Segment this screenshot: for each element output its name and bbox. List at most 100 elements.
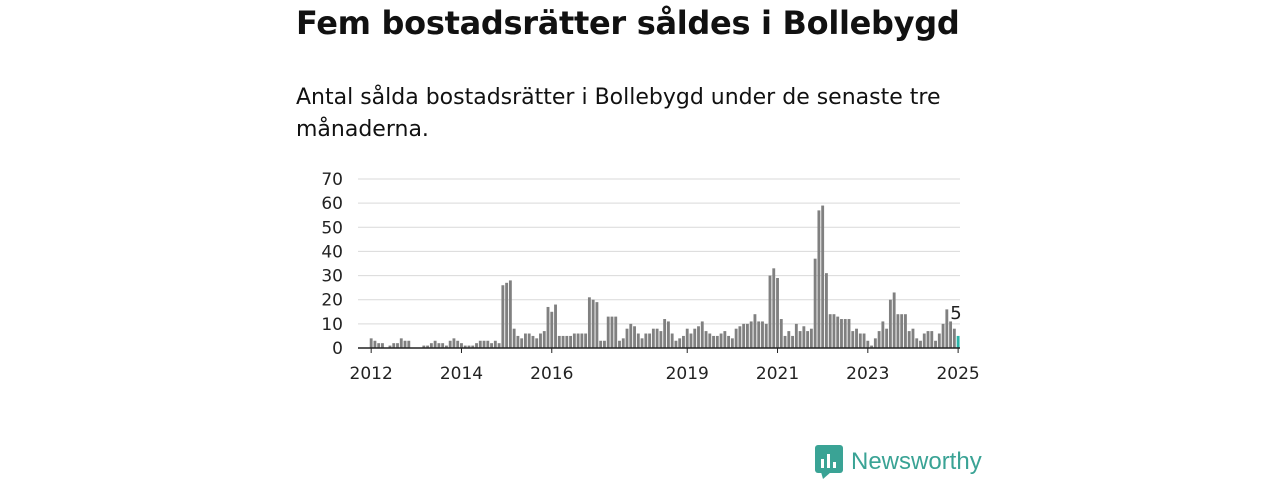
bar (478, 340, 482, 348)
bar (885, 328, 889, 348)
bar (381, 343, 384, 348)
bar (527, 333, 531, 348)
bar (881, 321, 885, 348)
bar (952, 328, 956, 348)
bar (682, 335, 685, 348)
bar (753, 314, 757, 348)
bar (934, 340, 937, 348)
bar (433, 340, 437, 348)
bar (907, 331, 911, 348)
bar (463, 345, 467, 348)
bar (877, 331, 881, 348)
x-tick-label: 2021 (756, 364, 799, 384)
bar (640, 338, 644, 348)
bar (475, 343, 478, 348)
bar (452, 338, 456, 348)
bar (550, 311, 554, 348)
bar (768, 275, 772, 348)
y-tick-label: 60 (321, 194, 343, 214)
bar (922, 333, 926, 348)
bar (900, 314, 904, 348)
bar (817, 210, 821, 348)
bar (783, 335, 787, 348)
bar (524, 333, 527, 348)
bar (730, 338, 734, 348)
bar (546, 306, 550, 348)
bars (369, 205, 960, 348)
bar (888, 299, 892, 348)
bar (625, 328, 629, 348)
bar (828, 314, 832, 348)
bar (904, 314, 907, 348)
bar (892, 292, 896, 348)
bar (666, 321, 670, 348)
bar (697, 326, 700, 348)
bar (531, 335, 535, 348)
bar (621, 338, 625, 348)
bar (595, 302, 599, 348)
x-tick-label: 2019 (666, 364, 709, 384)
bar (772, 268, 776, 348)
bar (456, 340, 460, 348)
bar (858, 333, 862, 348)
bar-chart: 0 10 20 30 40 50 60 70 2012 2014 2016 2019 2021 2023… (321, 170, 979, 384)
bar (441, 343, 445, 348)
bar (779, 319, 783, 348)
bar (764, 323, 768, 348)
bar (745, 323, 749, 348)
bar (422, 345, 426, 348)
bar (591, 299, 595, 348)
bar (836, 316, 840, 348)
bar (444, 345, 448, 348)
bar (606, 316, 610, 348)
y-axis: 0 10 20 30 40 50 60 70 (321, 170, 343, 359)
bar (610, 316, 614, 348)
bar (651, 328, 655, 348)
y-tick-label: 30 (321, 267, 343, 287)
bar (806, 331, 810, 348)
bar (659, 331, 663, 348)
bar (821, 205, 825, 348)
bar (373, 340, 377, 348)
gridlines (358, 178, 960, 325)
bar (689, 333, 693, 348)
bar (584, 333, 588, 348)
bar (870, 345, 874, 348)
bar (712, 335, 715, 348)
bar (945, 309, 949, 348)
latest-value-label: 5 (950, 303, 961, 324)
x-tick-label: 2025 (936, 364, 979, 384)
bar (618, 340, 621, 348)
bar (648, 333, 652, 348)
bar (490, 343, 493, 348)
bar (915, 338, 919, 348)
bar (794, 323, 798, 348)
bar (644, 333, 648, 348)
bar (911, 328, 915, 348)
bar (798, 331, 802, 348)
bar-latest (956, 335, 960, 348)
bar (825, 273, 828, 348)
bar (840, 319, 843, 348)
bar (700, 321, 704, 348)
bar (791, 335, 794, 348)
bar (813, 258, 817, 348)
bar (565, 335, 569, 348)
bar (843, 319, 847, 348)
bar (655, 328, 659, 348)
bar (539, 333, 542, 348)
bar (396, 343, 399, 348)
bar (855, 328, 858, 348)
bar (761, 321, 764, 348)
bar (704, 331, 708, 348)
y-tick-label: 70 (321, 170, 343, 190)
bar (678, 338, 682, 348)
bar (508, 280, 512, 348)
bar (501, 285, 505, 348)
chart-subtitle: Antal sålda bostadsrätter i Bollebygd un… (296, 85, 941, 142)
bar (460, 343, 463, 348)
y-tick-label: 0 (332, 339, 343, 359)
bar (776, 277, 779, 348)
bar (426, 345, 430, 348)
bar (505, 282, 509, 348)
